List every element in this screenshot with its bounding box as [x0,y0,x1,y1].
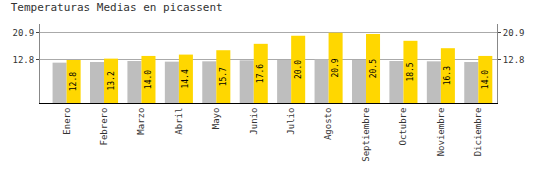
svg-text:Abril: Abril [174,108,184,135]
svg-text:17.6: 17.6 [256,64,265,83]
svg-text:12.8: 12.8 [503,55,525,65]
svg-text:16.3: 16.3 [443,66,452,85]
svg-text:Agosto: Agosto [324,108,334,141]
svg-text:13.2: 13.2 [107,71,116,90]
svg-text:14.0: 14.0 [481,70,490,89]
svg-text:Octubre: Octubre [398,108,408,146]
svg-text:Diciembre: Diciembre [473,108,483,157]
svg-text:20.9: 20.9 [331,58,340,77]
svg-text:Julio: Julio [286,108,296,135]
svg-text:Temperaturas Medias en picasse: Temperaturas Medias en picassent [11,1,223,14]
svg-text:20.0: 20.0 [294,60,303,79]
svg-text:18.5: 18.5 [406,62,415,81]
svg-text:20.9: 20.9 [13,28,35,38]
svg-text:20.5: 20.5 [369,59,378,78]
svg-text:Marzo: Marzo [136,108,146,135]
svg-text:Febrero: Febrero [99,108,109,146]
svg-text:Noviembre: Noviembre [436,108,446,157]
svg-text:Enero: Enero [62,108,72,135]
svg-text:Septiembre: Septiembre [361,108,371,162]
svg-text:Junio: Junio [249,108,259,135]
svg-text:12.8: 12.8 [69,72,78,91]
svg-text:14.4: 14.4 [181,69,190,88]
svg-text:Mayo: Mayo [211,108,221,130]
svg-text:15.7: 15.7 [219,67,228,86]
svg-text:14.0: 14.0 [144,70,153,89]
svg-text:12.8: 12.8 [13,55,35,65]
svg-text:20.9: 20.9 [503,28,525,38]
